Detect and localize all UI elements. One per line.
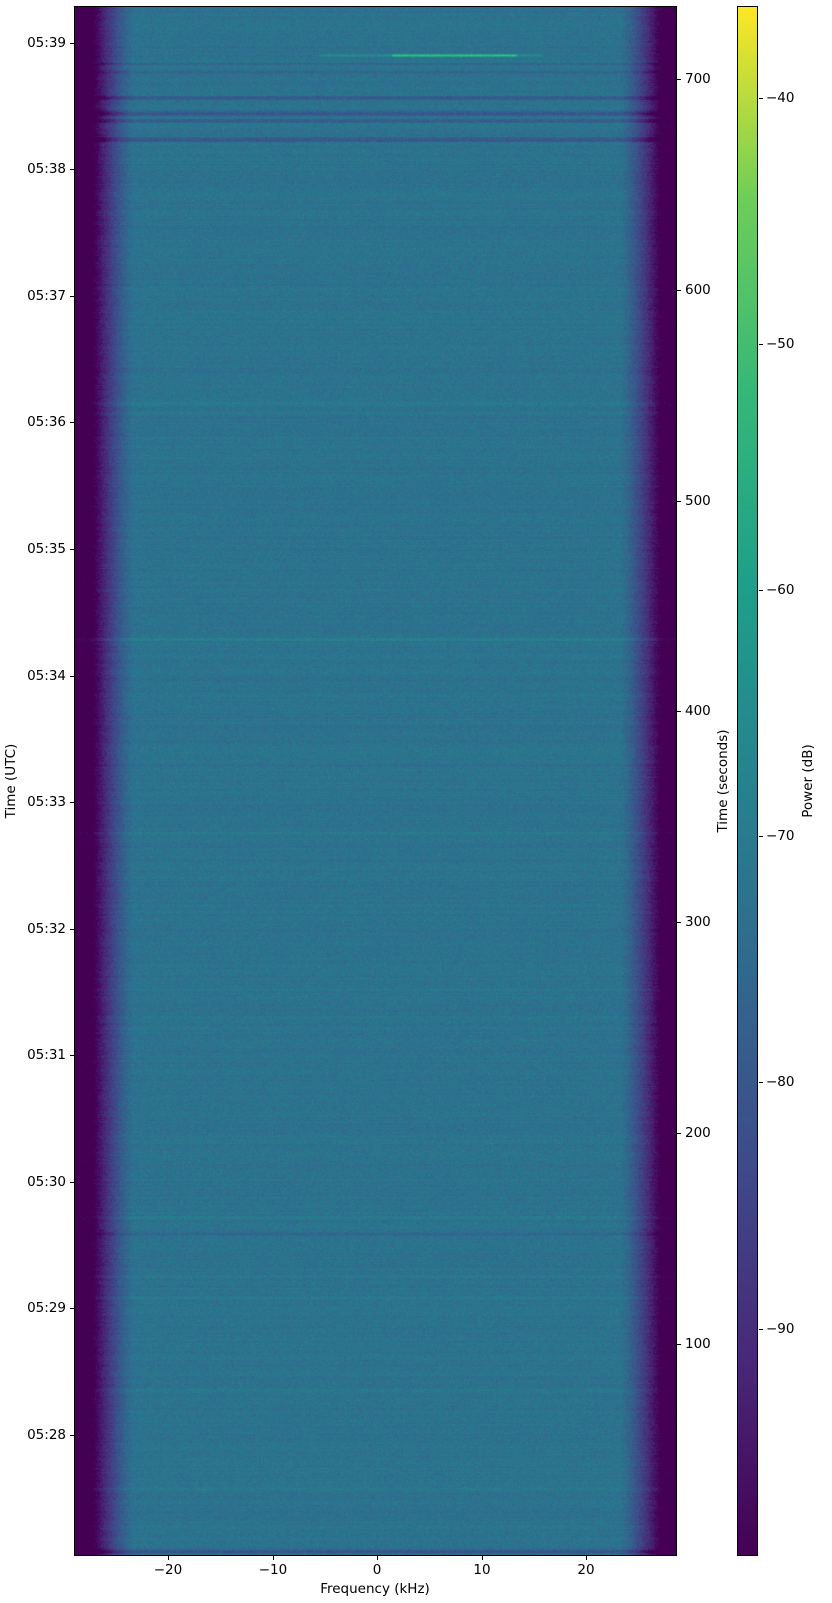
seconds-tick-mark	[677, 922, 681, 923]
seconds-tick-mark	[677, 1133, 681, 1134]
utc-tick-mark	[70, 296, 74, 297]
utc-tick-label: 05:36	[27, 414, 66, 430]
freq-tick-mark	[273, 1556, 274, 1560]
seconds-tick-label: 300	[685, 914, 711, 930]
seconds-tick-label: 200	[685, 1125, 711, 1141]
utc-tick-label: 05:38	[27, 161, 66, 177]
colorbar-tick-mark	[759, 836, 763, 837]
seconds-tick-mark	[677, 1344, 681, 1345]
utc-tick-label: 05:28	[27, 1427, 66, 1443]
utc-tick-mark	[70, 676, 74, 677]
colorbar-tick-label: −90	[766, 1321, 795, 1337]
colorbar-tick-mark	[759, 1329, 763, 1330]
freq-tick-label: −20	[153, 1562, 183, 1578]
utc-tick-mark	[70, 1055, 74, 1056]
utc-tick-label: 05:32	[27, 921, 66, 937]
freq-tick-mark	[482, 1556, 483, 1560]
utc-tick-mark	[70, 169, 74, 170]
utc-tick-label: 05:33	[27, 794, 66, 810]
colorbar-tick-mark	[759, 1082, 763, 1083]
spectrogram-heatmap	[75, 7, 676, 1555]
utc-tick-label: 05:34	[27, 668, 66, 684]
freq-tick-label: 10	[473, 1562, 491, 1578]
seconds-tick-mark	[677, 711, 681, 712]
seconds-tick-mark	[677, 501, 681, 502]
utc-tick-mark	[70, 549, 74, 550]
utc-tick-label: 05:39	[27, 35, 66, 51]
utc-tick-label: 05:31	[27, 1047, 66, 1063]
colorbar-tick-label: −60	[766, 582, 795, 598]
freq-tick-mark	[377, 1556, 378, 1560]
utc-tick-mark	[70, 1435, 74, 1436]
utc-tick-mark	[70, 1308, 74, 1309]
seconds-tick-label: 600	[685, 282, 711, 298]
y-axis-label-right: Time (seconds)	[715, 729, 731, 833]
freq-tick-label: −10	[258, 1562, 288, 1578]
colorbar-tick-mark	[759, 344, 763, 345]
utc-tick-label: 05:30	[27, 1174, 66, 1190]
seconds-tick-label: 700	[685, 71, 711, 87]
utc-tick-mark	[70, 1182, 74, 1183]
freq-tick-mark	[586, 1556, 587, 1560]
colorbar-tick-label: −50	[766, 336, 795, 352]
seconds-tick-label: 100	[685, 1336, 711, 1352]
utc-tick-mark	[70, 422, 74, 423]
x-axis-label: Frequency (kHz)	[320, 1581, 430, 1597]
colorbar-label: Power (dB)	[800, 744, 816, 818]
freq-tick-label: 20	[577, 1562, 595, 1578]
utc-tick-mark	[70, 802, 74, 803]
seconds-tick-mark	[677, 79, 681, 80]
utc-tick-label: 05:37	[27, 288, 66, 304]
seconds-tick-label: 500	[685, 493, 711, 509]
colorbar-tick-mark	[759, 98, 763, 99]
utc-tick-label: 05:35	[27, 541, 66, 557]
colorbar-tick-mark	[759, 590, 763, 591]
utc-tick-mark	[70, 43, 74, 44]
seconds-tick-label: 400	[685, 703, 711, 719]
freq-tick-mark	[168, 1556, 169, 1560]
utc-tick-label: 05:29	[27, 1300, 66, 1316]
freq-tick-label: 0	[372, 1562, 382, 1578]
colorbar-tick-label: −70	[766, 828, 795, 844]
colorbar-tick-label: −80	[766, 1074, 795, 1090]
seconds-tick-mark	[677, 290, 681, 291]
colorbar-tick-label: −40	[766, 90, 795, 106]
colorbar-gradient	[737, 6, 758, 1556]
utc-tick-mark	[70, 929, 74, 930]
